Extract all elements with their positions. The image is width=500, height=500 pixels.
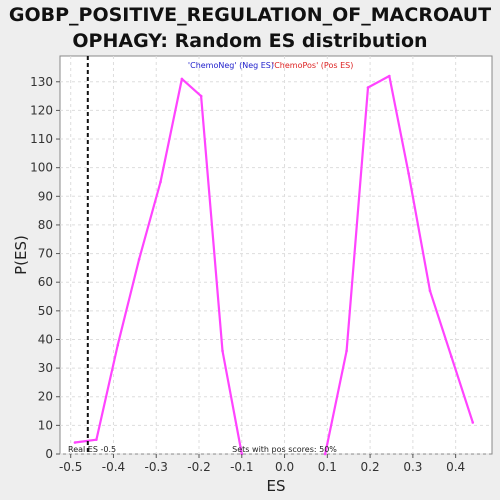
- data-point: [180, 77, 184, 81]
- plot-area: [59, 55, 493, 455]
- chart-title: GOBP_POSITIVE_REGULATION_OF_MACROAUT OPH…: [8, 4, 492, 52]
- data-point: [428, 289, 432, 293]
- axes: 0 10 20 30 40 50 60 70 80 90 100 110 120 130 -0.5 -0.4 -…: [12, 75, 465, 495]
- y-tick-label: 110: [30, 132, 53, 146]
- x-tick-label: -0.1: [230, 460, 253, 474]
- x-tick-label: -0.2: [187, 460, 210, 474]
- data-point: [116, 343, 120, 347]
- pos-scores-annotation: Sets with pos scores: 50%: [232, 445, 337, 454]
- x-tick-label: -0.4: [102, 460, 125, 474]
- legend-item-pos: 'ChemoPos' (Pos ES): [272, 61, 353, 70]
- data-point: [388, 74, 391, 78]
- x-axis-title: ES: [267, 477, 286, 495]
- data-point: [159, 180, 162, 184]
- data-point: [73, 441, 77, 444]
- x-tick-label: 0.1: [318, 460, 337, 474]
- y-tick-label: 30: [38, 361, 53, 375]
- legend-item-neg: 'ChemoNeg' (Neg ES): [188, 61, 274, 70]
- y-tick-label: 0: [45, 447, 53, 461]
- y-tick-label: 90: [38, 189, 53, 203]
- y-tick-label: 80: [38, 218, 53, 232]
- x-tick-label: -0.5: [59, 460, 82, 474]
- data-point: [471, 421, 475, 424]
- x-tick-label: 0.0: [275, 460, 294, 474]
- data-point: [345, 349, 348, 353]
- x-tick-label: -0.3: [145, 460, 168, 474]
- real-es-label: Real ES -0.5: [68, 445, 116, 454]
- labels: Real ES -0.5 'ChemoNeg' (Neg ES)'ChemoPos…: [68, 61, 353, 454]
- data-point: [366, 86, 370, 89]
- y-tick-label: 60: [38, 275, 53, 289]
- y-tick-label: 100: [30, 161, 53, 175]
- series-layer: [73, 74, 475, 456]
- y-axis-title: P(ES): [12, 235, 30, 275]
- y-tick-label: 40: [38, 332, 53, 346]
- data-point: [95, 438, 98, 441]
- x-tick-label: 0.3: [403, 460, 422, 474]
- y-tick-label: 10: [38, 418, 53, 432]
- data-point: [407, 172, 410, 175]
- series-line-pos: [324, 74, 474, 455]
- y-tick-label: 70: [38, 247, 53, 261]
- data-point: [199, 94, 203, 98]
- grid: [60, 56, 492, 455]
- y-tick-label: 120: [30, 103, 53, 117]
- data-point: [450, 355, 453, 358]
- y-tick-label: 50: [38, 304, 53, 318]
- x-tick-label: 0.2: [361, 460, 380, 474]
- x-tick-label: 0.4: [446, 460, 465, 474]
- y-tick-label: 20: [38, 390, 53, 404]
- data-point: [323, 452, 327, 456]
- data-point: [137, 257, 141, 261]
- data-point: [221, 349, 224, 353]
- y-tick-label: 130: [30, 75, 53, 89]
